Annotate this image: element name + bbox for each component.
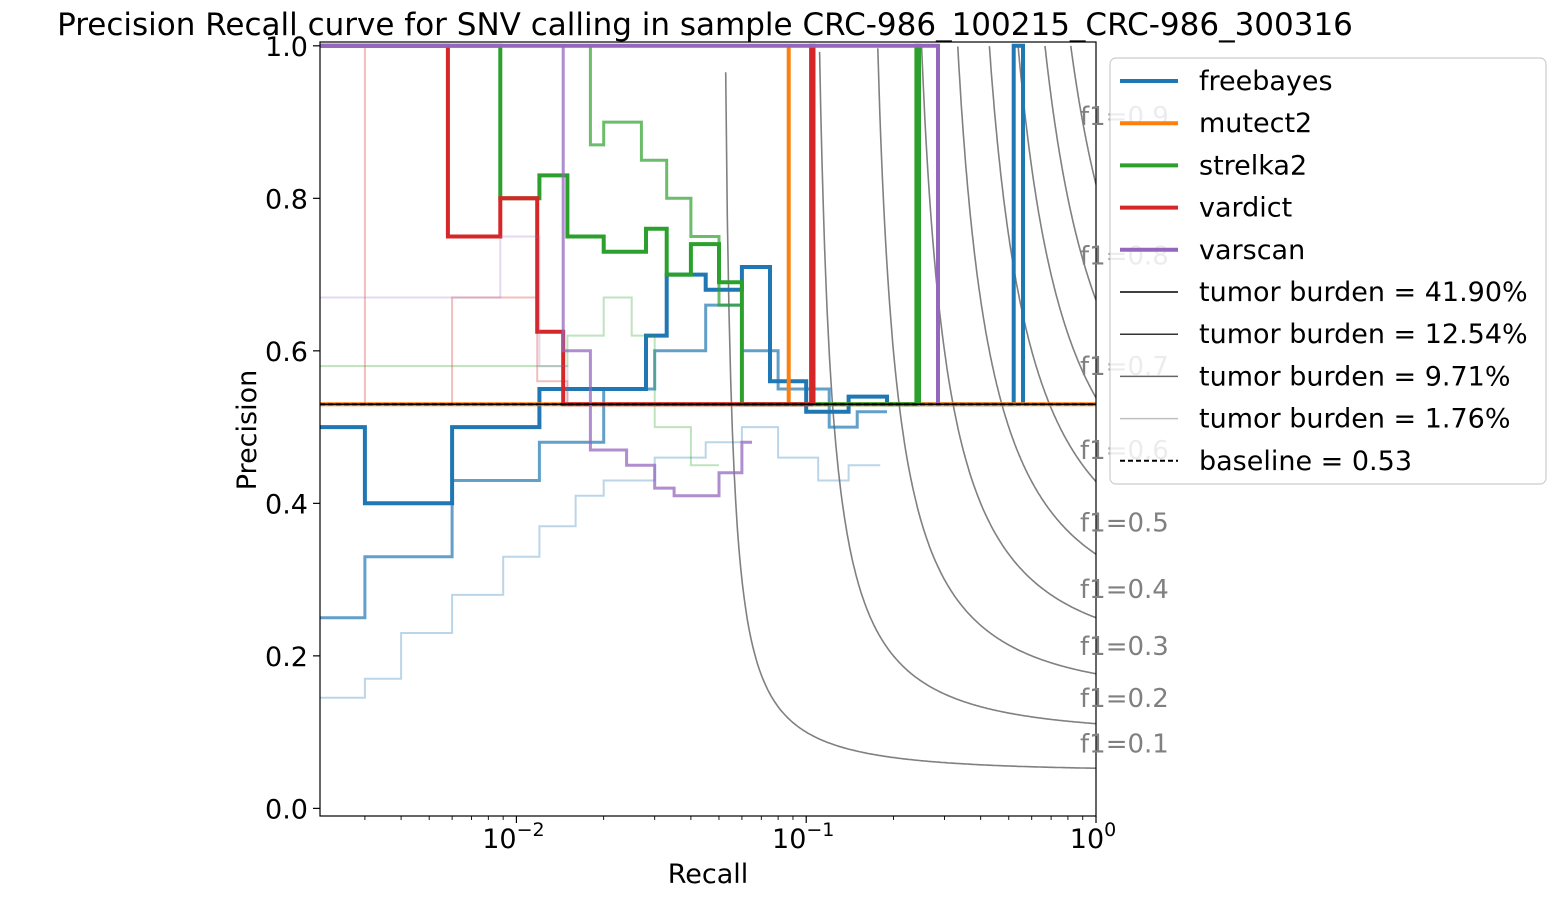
series-line-varscan (561, 45, 752, 498)
x-tick-label: 10−2 (482, 819, 544, 855)
f1-isoline (988, 46, 1096, 483)
series-line-varscan (320, 43, 940, 405)
y-tick-label: 1.0 (265, 32, 308, 63)
f1-label: f1=0.4 (1080, 575, 1169, 605)
plot-area (319, 41, 1097, 817)
series-line-freebayes (320, 303, 887, 620)
legend-label: freebayes (1199, 66, 1333, 97)
series-line-strelka2 (320, 296, 719, 467)
legend-label: baseline = 0.53 (1199, 446, 1412, 477)
y-tick-label: 0.2 (265, 642, 308, 673)
series-line-freebayes (320, 426, 881, 699)
f1-isoline (1044, 45, 1096, 301)
legend-label: tumor burden = 41.90% (1199, 277, 1528, 308)
legend-label: tumor burden = 9.71% (1199, 361, 1511, 392)
f1-isoline (1070, 45, 1096, 185)
f1-label: f1=0.5 (1080, 508, 1169, 538)
y-tick-label: 0.8 (265, 184, 308, 215)
y-tick-label: 0.0 (265, 794, 308, 825)
y-tick-label: 0.4 (265, 489, 308, 520)
legend-items: freebayes mutect2 strelka2 vardict varscan tu… (1120, 66, 1528, 477)
f1-isoline (724, 72, 1096, 770)
legend-label: strelka2 (1199, 150, 1307, 181)
x-axis: 10−2 10−1 100 (364, 816, 1116, 855)
x-tick-label: 10−1 (772, 819, 834, 855)
plot-frame (319, 41, 1097, 817)
f1-label: f1=0.3 (1080, 632, 1169, 662)
x-axis-label: Recall (668, 859, 749, 890)
chart-title: Precision Recall curve for SNV calling i… (57, 7, 1353, 43)
y-axis: 0.0 0.2 0.4 0.6 0.8 1.0 (265, 32, 320, 825)
y-axis-label: Precision (232, 370, 263, 490)
legend-label: tumor burden = 1.76% (1199, 404, 1511, 435)
legend-label: tumor burden = 12.54% (1199, 319, 1528, 350)
f1-label: f1=0.1 (1080, 730, 1169, 760)
series-line-varscan (320, 235, 569, 405)
f1-isoline (920, 46, 1096, 619)
y-tick-label: 0.6 (265, 337, 308, 368)
f1-label: f1=0.2 (1080, 684, 1169, 714)
legend-label: mutect2 (1199, 108, 1312, 139)
f1-isoline (1017, 46, 1096, 399)
f1-isoline (877, 48, 1096, 675)
f1-isolines (724, 45, 1096, 770)
legend-label: vardict (1199, 193, 1292, 224)
legend: freebayes mutect2 strelka2 vardict varscan tu… (1109, 57, 1547, 485)
legend-frame (1109, 57, 1547, 485)
series-line-vardict (320, 44, 569, 406)
x-tick-label: 100 (1070, 819, 1116, 855)
f1-isoline (818, 51, 1096, 725)
f1-isoline (957, 46, 1096, 555)
legend-label: varscan (1199, 235, 1305, 266)
